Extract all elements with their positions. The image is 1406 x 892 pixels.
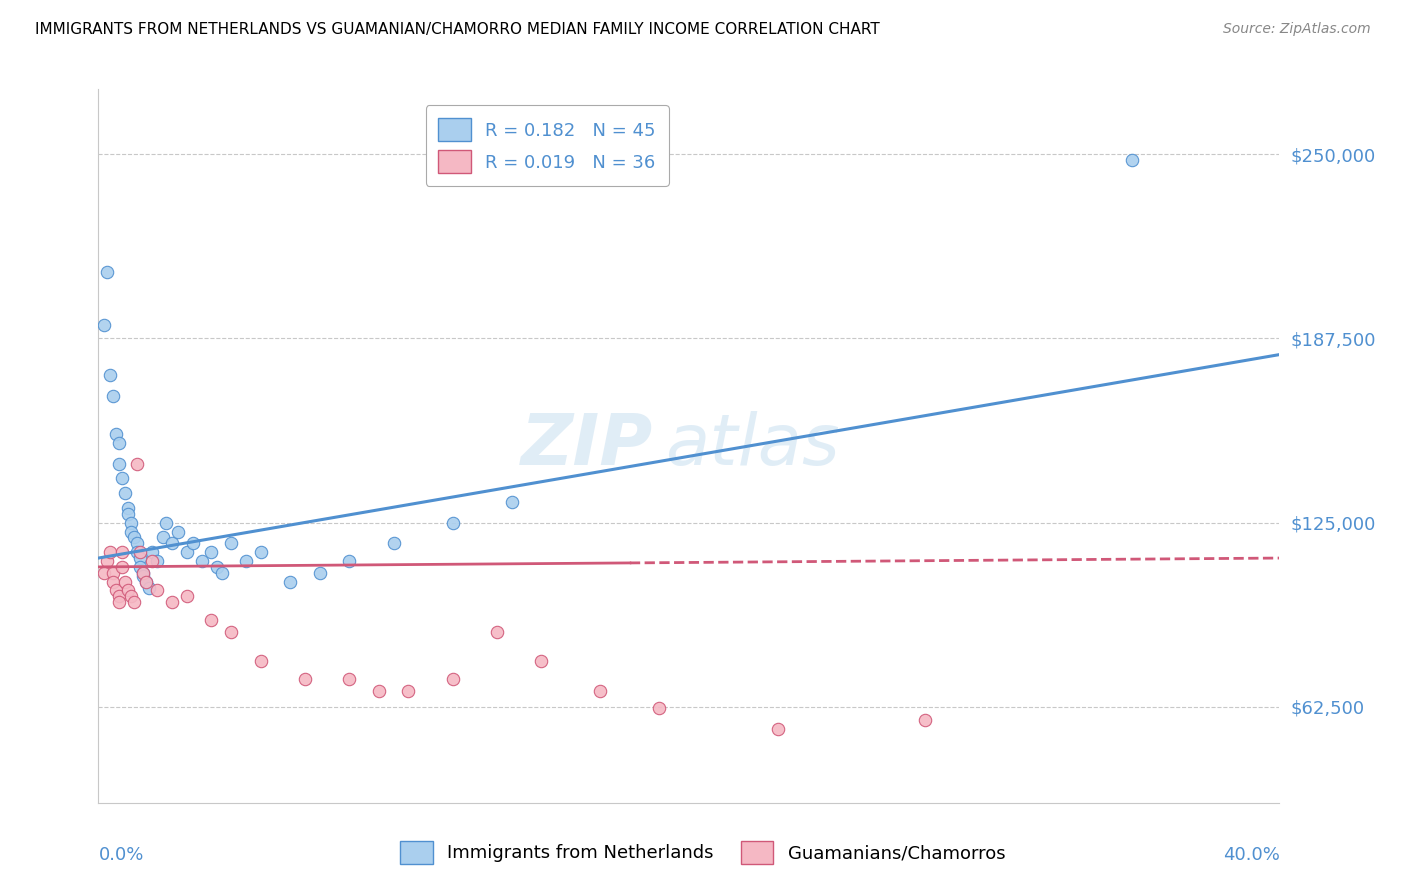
Point: [135, 574, 157, 589]
Point: [103, 566, 125, 580]
Point: [132, 568, 155, 582]
Point: [221, 536, 243, 550]
Point: [167, 524, 190, 539]
Point: [117, 583, 139, 598]
Point: [294, 672, 316, 686]
Legend: R = 0.182   N = 45, R = 0.019   N = 36: R = 0.182 N = 45, R = 0.019 N = 36: [426, 105, 669, 186]
Point: [339, 672, 361, 686]
Point: [93, 318, 115, 332]
Point: [132, 566, 155, 580]
Point: [1121, 153, 1143, 167]
Point: [441, 516, 464, 530]
Point: [200, 613, 222, 627]
Point: [211, 566, 233, 580]
Point: [146, 554, 169, 568]
Point: [191, 554, 214, 568]
Point: [120, 524, 142, 539]
Point: [138, 581, 160, 595]
Point: [200, 545, 222, 559]
Point: [398, 683, 420, 698]
Point: [125, 536, 148, 550]
Point: [250, 545, 273, 559]
Point: [108, 436, 131, 450]
Point: [309, 566, 332, 580]
Point: [181, 536, 204, 550]
Point: [501, 495, 523, 509]
Point: [122, 595, 145, 609]
Point: [111, 471, 134, 485]
Point: [339, 554, 361, 568]
Point: [98, 545, 121, 559]
Point: [111, 545, 134, 559]
Point: [117, 507, 139, 521]
Point: [486, 624, 509, 639]
Point: [221, 624, 243, 639]
Point: [162, 536, 183, 550]
Point: [103, 389, 125, 403]
Point: [125, 457, 148, 471]
Point: [205, 560, 228, 574]
Point: [589, 683, 612, 698]
Point: [155, 516, 177, 530]
Point: [162, 595, 183, 609]
Point: [135, 574, 157, 589]
Point: [146, 583, 169, 598]
Point: [105, 427, 128, 442]
Point: [368, 683, 391, 698]
Point: [96, 554, 118, 568]
Point: [235, 554, 257, 568]
Point: [108, 590, 131, 604]
Point: [120, 590, 142, 604]
Point: [766, 722, 789, 736]
Text: IMMIGRANTS FROM NETHERLANDS VS GUAMANIAN/CHAMORRO MEDIAN FAMILY INCOME CORRELATI: IMMIGRANTS FROM NETHERLANDS VS GUAMANIAN…: [35, 22, 880, 37]
Point: [280, 574, 302, 589]
Point: [111, 560, 134, 574]
Point: [914, 713, 936, 727]
Point: [128, 551, 150, 566]
Point: [114, 486, 136, 500]
Point: [117, 500, 139, 515]
Point: [122, 530, 145, 544]
Point: [250, 654, 273, 668]
Point: [141, 545, 163, 559]
Point: [128, 560, 150, 574]
Point: [128, 545, 150, 559]
Text: ZIP: ZIP: [522, 411, 654, 481]
Point: [108, 457, 131, 471]
Point: [141, 554, 163, 568]
Text: Source: ZipAtlas.com: Source: ZipAtlas.com: [1223, 22, 1371, 37]
Point: [125, 545, 148, 559]
Point: [96, 265, 118, 279]
Point: [176, 545, 198, 559]
Point: [98, 368, 121, 383]
Point: [114, 574, 136, 589]
Point: [648, 701, 671, 715]
Text: 40.0%: 40.0%: [1223, 846, 1279, 863]
Point: [176, 590, 198, 604]
Legend: Immigrants from Netherlands, Guamanians/Chamorros: Immigrants from Netherlands, Guamanians/…: [387, 826, 1019, 879]
Point: [382, 536, 405, 550]
Point: [108, 595, 131, 609]
Point: [441, 672, 464, 686]
Point: [93, 566, 115, 580]
Point: [120, 516, 142, 530]
Point: [132, 566, 155, 580]
Point: [105, 583, 128, 598]
Point: [152, 530, 174, 544]
Text: atlas: atlas: [665, 411, 839, 481]
Point: [530, 654, 553, 668]
Text: 0.0%: 0.0%: [98, 846, 143, 863]
Point: [103, 574, 125, 589]
